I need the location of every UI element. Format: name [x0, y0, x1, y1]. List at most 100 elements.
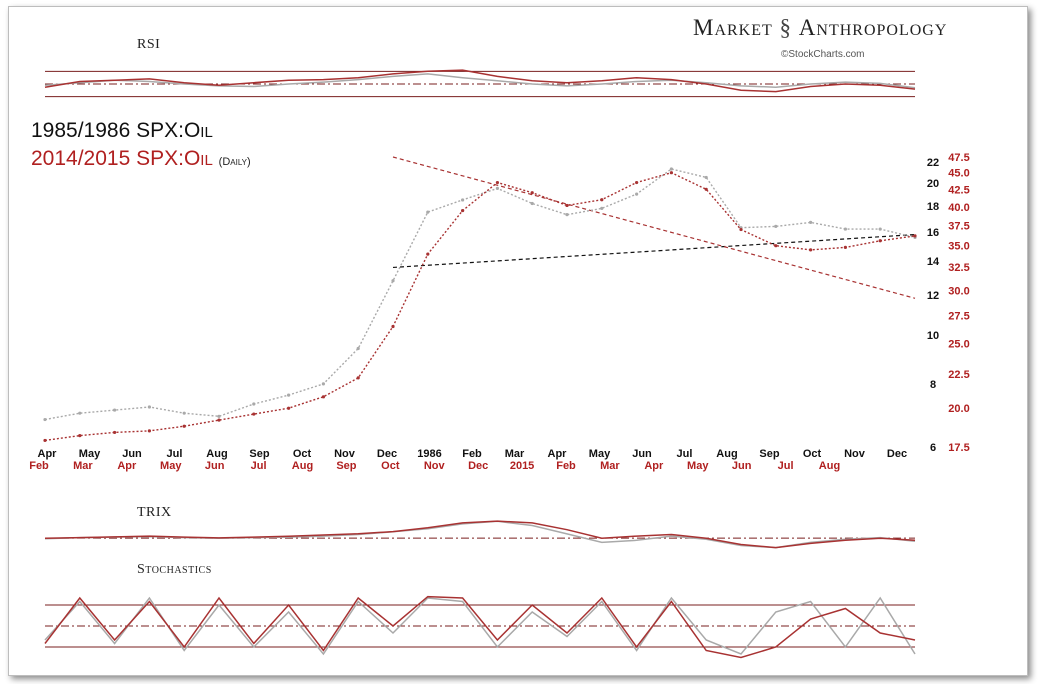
x-tick-label-b: Dec: [468, 460, 488, 472]
dna-helix-icon: §: [779, 15, 793, 40]
series-b-point: [913, 234, 917, 238]
trendline-a: [392, 233, 916, 269]
x-tick-label-b: Feb: [29, 460, 49, 472]
stochastics-series-b: [44, 595, 916, 659]
series-a-point: [321, 382, 325, 386]
series-b-point: [669, 171, 674, 175]
x-tick-label-b: Oct: [381, 460, 400, 472]
series-a-point: [809, 220, 813, 225]
stochastics-label: Stochastics: [137, 562, 212, 577]
series-a-point: [530, 201, 534, 206]
x-tick-label-a: Apr: [548, 448, 568, 460]
series-b-title-text: 2014/2015 SPX:Oil: [31, 147, 213, 170]
series-b-title: 2014/2015 SPX:Oil (Daily): [31, 147, 251, 171]
x-tick-label-b: May: [160, 460, 182, 472]
rsi-series-a: [44, 73, 916, 89]
trix-series-a: [44, 520, 916, 549]
y-tick-label-a: 14: [927, 256, 940, 268]
y-tick-label-b: 45.0: [948, 168, 969, 180]
x-tick-label-b: Jul: [251, 460, 267, 472]
series-a-point: [774, 224, 778, 228]
y-tick-label-b: 42.5: [948, 184, 969, 196]
stochastics-series-a: [44, 596, 916, 656]
x-tick-label-a: Dec: [377, 448, 397, 460]
x-tick-label-a: Mar: [505, 448, 525, 460]
series-a-line: [44, 168, 916, 421]
series-a-point: [356, 346, 360, 351]
series-b-point: [43, 438, 47, 443]
x-tick-label-a: Sep: [249, 448, 269, 460]
x-tick-label-a: Aug: [716, 448, 737, 460]
x-tick-label-a: Oct: [803, 448, 822, 460]
x-tick-label-a: Sep: [759, 448, 779, 460]
series-b-line: [44, 171, 916, 442]
y-tick-label-b: 22.5: [948, 369, 969, 381]
x-tick-label-b: Jun: [205, 460, 225, 472]
chart-frame: Apr May Jun Jul Aug Sep Oct Nov Dec 1986 Feb Mar Apr…: [8, 6, 1028, 676]
series-b-note: (Daily): [218, 156, 251, 168]
series-a-point: [182, 411, 186, 415]
series-b-point: [113, 430, 117, 435]
brand-left: Market: [693, 15, 773, 40]
y-tick-label-a: 18: [927, 201, 939, 213]
credit-text: ©StockCharts.com: [781, 49, 865, 60]
x-tick-label-b: Feb: [556, 460, 576, 472]
y-tick-label-a: 6: [930, 442, 936, 454]
series-b-point: [774, 244, 778, 248]
series-a-point: [147, 405, 151, 409]
x-tick-label-a: Dec: [887, 448, 907, 460]
series-b-point: [217, 418, 221, 422]
rsi-label: RSI: [137, 37, 161, 52]
x-tick-label-a: Nov: [844, 448, 866, 460]
y-tick-label-b: 47.5: [948, 152, 969, 164]
series-a-point: [635, 192, 639, 196]
series-a-point: [669, 167, 674, 171]
x-tick-label-a: Jun: [122, 448, 142, 460]
y-tick-label-b: 35.0: [948, 241, 969, 253]
series-a-point: [426, 210, 430, 214]
y-tick-label-a: 8: [930, 379, 936, 391]
series-a-point: [391, 279, 395, 283]
series-b-point: [147, 429, 151, 433]
x-tick-label-b: Mar: [600, 460, 620, 472]
series-a-point: [878, 227, 882, 231]
series-a-point: [461, 198, 465, 202]
series-b-point: [391, 324, 395, 329]
series-a-point: [43, 417, 47, 422]
series-b-point: [565, 203, 569, 208]
trendline-b: [392, 156, 916, 299]
y-tick-label-b: 37.5: [948, 221, 969, 233]
x-tick-label-b: Sep: [336, 460, 356, 472]
series-b-point: [78, 434, 82, 438]
x-tick-label-b: Apr: [117, 460, 137, 472]
series-a-point: [843, 227, 848, 231]
series-b-point: [252, 412, 256, 416]
y-tick-label-a: 20: [927, 178, 939, 190]
x-tick-label-a: Oct: [293, 448, 312, 460]
series-b-point: [530, 191, 534, 195]
trix-label: TRIX: [137, 505, 172, 520]
series-b-point: [843, 245, 848, 249]
x-tick-label-a: Nov: [334, 448, 356, 460]
series-b-point: [426, 252, 430, 256]
series-b-point: [182, 424, 186, 428]
trix-series-b: [44, 520, 916, 549]
x-tick-label-b: Aug: [819, 460, 840, 472]
x-tick-label-a: Aug: [206, 448, 227, 460]
x-tick-label-a: 1986: [417, 448, 441, 460]
series-b-point: [495, 180, 499, 185]
series-a-point: [600, 206, 604, 211]
chart-canvas: Apr May Jun Jul Aug Sep Oct Nov Dec 1986 Feb Mar Apr…: [29, 69, 970, 659]
x-tick-label-b: Mar: [73, 460, 93, 472]
y-tick-label-b: 20.0: [948, 403, 969, 415]
x-tick-label-b: May: [687, 460, 709, 472]
series-b-point: [461, 208, 465, 213]
y-tick-label-a: 22: [927, 157, 939, 169]
y-tick-label-b: 27.5: [948, 311, 969, 323]
x-tick-label-a: Jul: [167, 448, 183, 460]
brand-right: Anthropology: [798, 15, 948, 40]
series-b-point: [739, 227, 743, 232]
series-a-point: [252, 402, 256, 406]
x-tick-label-b: Apr: [644, 460, 664, 472]
y-tick-label-b: 32.5: [948, 262, 969, 274]
